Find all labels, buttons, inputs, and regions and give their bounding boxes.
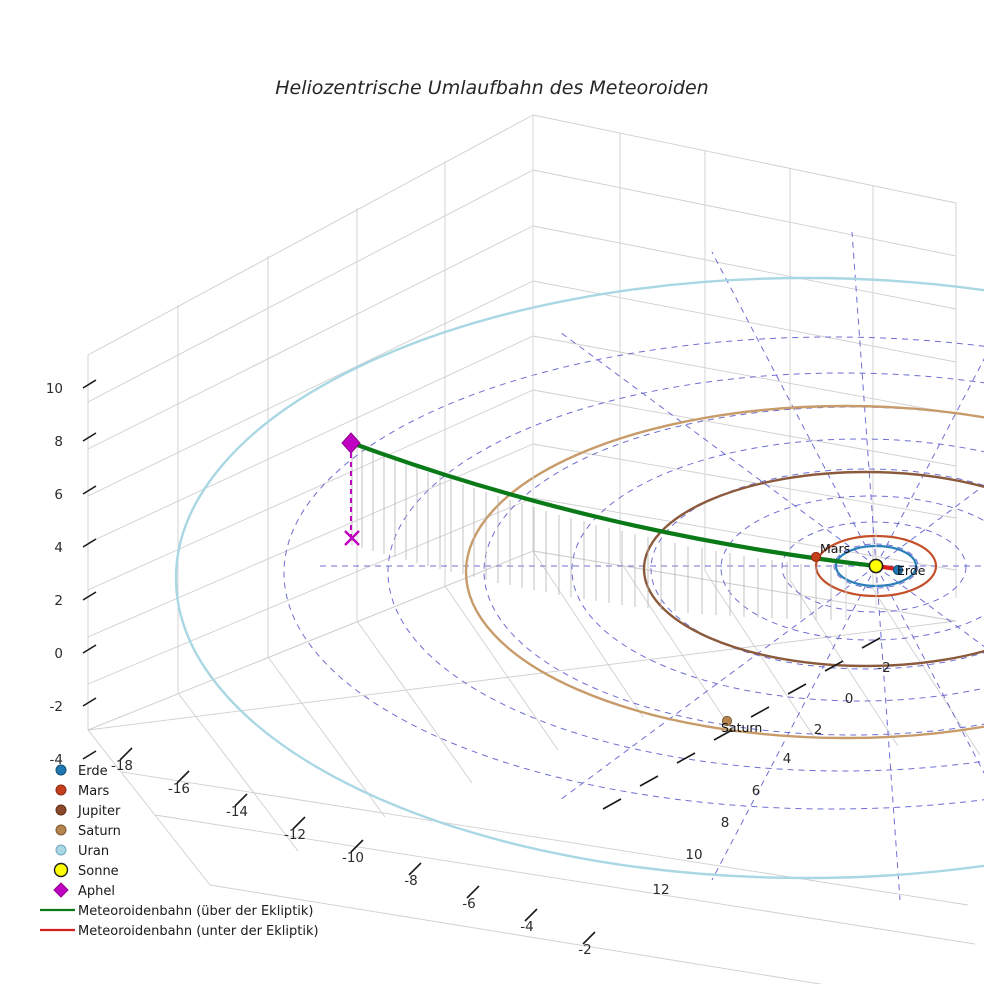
legend-label: Uran (78, 844, 109, 859)
y-tick-label: 0 (845, 691, 854, 707)
x-tick-label: -14 (226, 804, 248, 820)
x-tick-label: -16 (168, 781, 190, 797)
legend-label: Aphel (78, 884, 115, 899)
y-tick-label: 10 (685, 847, 702, 863)
legend-label: Meteoroidenbahn (unter der Ekliptik) (78, 924, 319, 939)
x-tick-label: -18 (111, 758, 133, 774)
y-tick-label: 6 (752, 783, 761, 799)
z-tick-label: 4 (54, 540, 63, 556)
legend-item-meteoroid-below[interactable]: Meteoroidenbahn (unter der Ekliptik) (40, 924, 319, 939)
x-tick-label: -12 (284, 827, 306, 843)
y-tick-label: -2 (877, 660, 890, 676)
erde-icon (55, 764, 67, 776)
meteoroid-droplines (351, 444, 847, 620)
floor-grid (87, 550, 981, 984)
jupiter-icon (55, 804, 67, 816)
sonne-marker (868, 558, 884, 574)
uran-icon (55, 844, 67, 856)
saturn-icon (55, 824, 67, 836)
aphel-icon (53, 882, 69, 898)
legend-item-saturn[interactable]: Saturn (55, 824, 121, 839)
sonne-icon (53, 862, 69, 878)
legend-item-meteoroid-above[interactable]: Meteoroidenbahn (über der Ekliptik) (40, 904, 314, 919)
orbit-uranus (174, 276, 984, 880)
aphel-diamond-icon (341, 432, 361, 454)
legend-label: Erde (78, 764, 108, 779)
z-tick-label: -2 (50, 699, 63, 715)
y-tick-label: 2 (814, 722, 823, 738)
z-tick-label: 2 (54, 593, 63, 609)
legend-item-aphel[interactable]: Aphel (53, 882, 115, 899)
y-tick-label: 12 (652, 882, 669, 898)
z-axis: 10 8 6 4 2 0 -2 -4 (46, 379, 97, 768)
legend-item-uran[interactable]: Uran (55, 844, 109, 859)
legend-label: Meteoroidenbahn (über der Ekliptik) (78, 904, 314, 919)
x-tick-label: -8 (404, 873, 417, 889)
left-wall-grid (87, 114, 534, 731)
planet-orbits (174, 276, 984, 880)
z-tick-label: 10 (46, 381, 63, 397)
aphel-group (341, 432, 361, 546)
legend-item-jupiter[interactable]: Jupiter (55, 804, 121, 819)
aphel-foot-x-marker (344, 530, 360, 546)
body-markers (721, 551, 904, 727)
z-tick-label: 0 (54, 646, 63, 662)
x-tick-label: -6 (462, 896, 475, 912)
legend-label: Sonne (78, 864, 119, 879)
z-tick-label: 6 (54, 487, 63, 503)
y-tick-label: 4 (783, 751, 792, 767)
legend-label: Mars (78, 784, 110, 799)
x-tick-label: -10 (342, 850, 364, 866)
z-tick-label: 8 (54, 434, 63, 450)
mars-label: Mars (820, 541, 850, 556)
mars-marker (810, 551, 822, 563)
x-tick-label: -2 (578, 942, 591, 958)
y-axis: -2 0 2 4 6 8 10 12 (602, 637, 891, 898)
orbit-saturn (464, 404, 984, 740)
legend: Erde Mars Jupiter Saturn Uran (40, 764, 319, 939)
x-axis: -18 -16 -14 -12 -10 -8 -6 -4 -2 (111, 747, 596, 958)
legend-item-erde[interactable]: Erde (55, 764, 108, 779)
meteoroid-orbit-above (349, 440, 879, 569)
legend-item-sonne[interactable]: Sonne (53, 862, 119, 880)
z-tick-label: -4 (50, 752, 63, 768)
page-title: Heliozentrische Umlaufbahn des Meteoroid… (275, 77, 708, 99)
legend-item-mars[interactable]: Mars (55, 784, 110, 799)
y-tick-label: 8 (721, 815, 730, 831)
erde-marker (892, 564, 904, 576)
legend-label: Saturn (78, 824, 121, 839)
orbit-jupiter (642, 470, 984, 668)
legend-label: Jupiter (77, 804, 121, 819)
mars-icon (55, 784, 67, 796)
erde-label: Erde (897, 563, 926, 578)
saturn-marker (721, 715, 733, 727)
x-tick-label: -4 (520, 919, 533, 935)
back-wall-grid (532, 114, 957, 622)
